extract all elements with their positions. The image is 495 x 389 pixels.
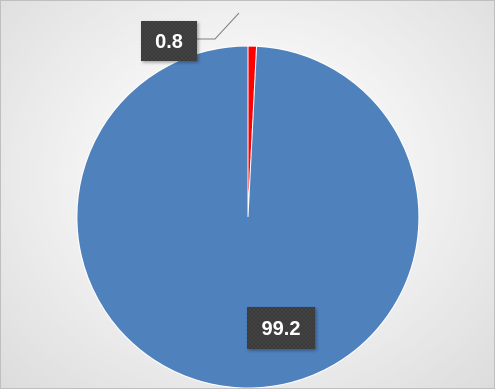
leader-line <box>197 12 240 40</box>
slices-layer <box>76 45 420 388</box>
data-label-box <box>247 307 315 349</box>
data-label-text: 99.2 <box>262 318 301 340</box>
pie-slice-99-2 <box>76 45 420 388</box>
data-label-0-8: 0.8 <box>141 12 240 61</box>
data-label-box <box>141 21 197 61</box>
data-label-text: 0.8 <box>155 31 183 53</box>
labels-layer: 0.8 99.2 <box>141 12 315 349</box>
data-label-99-2: 99.2 <box>247 307 315 349</box>
